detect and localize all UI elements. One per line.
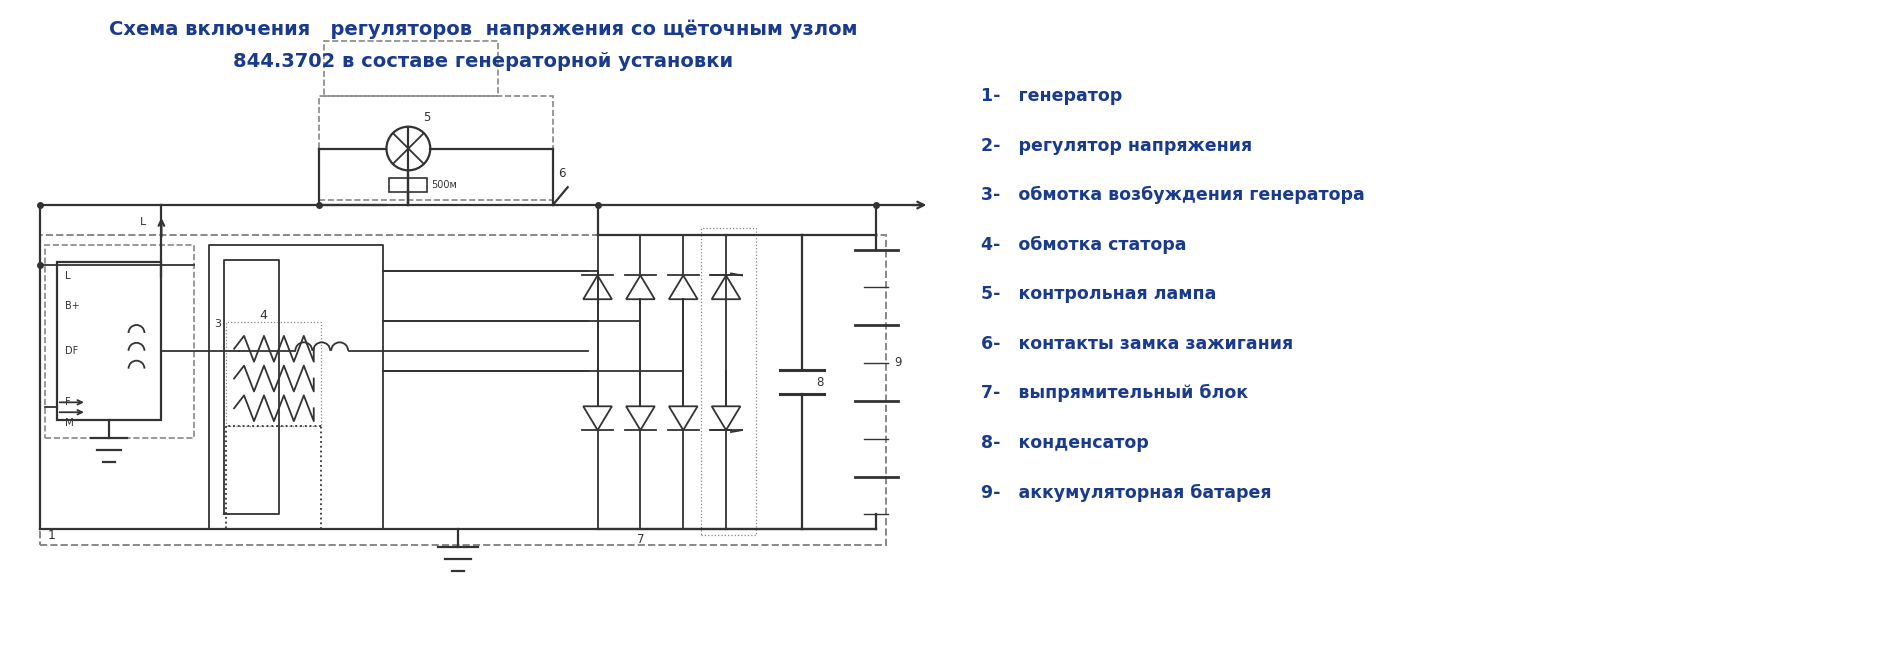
Text: 8-   конденсатор: 8- конденсатор [980, 434, 1150, 452]
Text: 4-   обмотка статора: 4- обмотка статора [980, 236, 1186, 254]
Bar [319, 96, 553, 200]
Bar [323, 42, 498, 96]
Text: 2-   регулятор напряжения: 2- регулятор напряжения [980, 136, 1252, 154]
Bar [57, 262, 162, 420]
Text: 1-   генератор: 1- генератор [980, 87, 1123, 105]
Text: B+: B+ [65, 301, 80, 311]
Polygon shape [669, 406, 697, 430]
Bar [46, 245, 194, 438]
Text: 7: 7 [636, 533, 644, 546]
Text: 500м: 500м [431, 180, 458, 190]
Bar [40, 235, 887, 545]
Polygon shape [583, 275, 612, 299]
Bar [226, 322, 321, 426]
Text: 8: 8 [817, 376, 825, 389]
Polygon shape [583, 406, 612, 430]
Polygon shape [712, 406, 741, 430]
Bar [701, 228, 756, 535]
Text: DF: DF [65, 346, 78, 356]
Text: 844.3702 в составе генераторной установки: 844.3702 в составе генераторной установк… [234, 52, 733, 71]
Text: 6: 6 [559, 167, 564, 180]
Polygon shape [627, 275, 655, 299]
Text: 9-   аккумуляторная батарея: 9- аккумуляторная батарея [980, 484, 1271, 502]
Text: Схема включения   регуляторов  напряжения со щёточным узлом: Схема включения регуляторов напряжения с… [108, 20, 857, 40]
Text: 9: 9 [895, 356, 902, 369]
Text: L: L [139, 217, 146, 227]
Bar [390, 178, 428, 192]
Text: L: L [65, 271, 70, 282]
Polygon shape [669, 275, 697, 299]
Text: 3-   обмотка возбуждения генератора: 3- обмотка возбуждения генератора [980, 186, 1364, 204]
Text: 5-   контрольная лампа: 5- контрольная лампа [980, 286, 1216, 303]
Text: 5: 5 [424, 111, 431, 124]
Text: 6-   контакты замка зажигания: 6- контакты замка зажигания [980, 335, 1294, 353]
Text: 7-   выпрямительный блок: 7- выпрямительный блок [980, 384, 1248, 402]
Text: 4: 4 [258, 309, 266, 322]
Text: M: M [65, 418, 74, 428]
Polygon shape [712, 275, 741, 299]
Text: F: F [65, 397, 70, 408]
Text: 1: 1 [48, 529, 55, 542]
Polygon shape [627, 406, 655, 430]
Text: 3: 3 [215, 319, 220, 329]
